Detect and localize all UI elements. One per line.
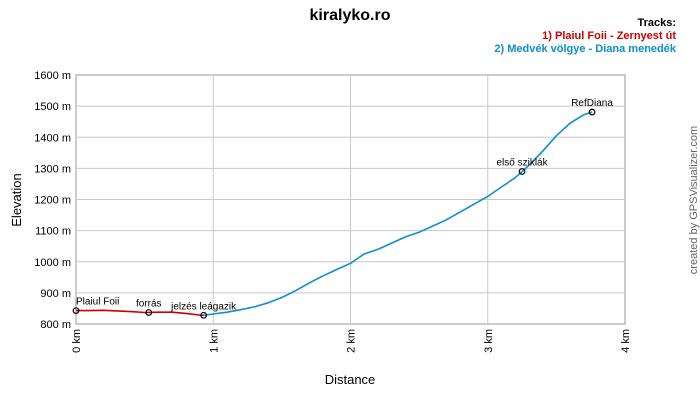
y-tick-label: 1500 m	[34, 101, 71, 113]
x-axis-label: Distance	[325, 372, 376, 387]
grid	[76, 75, 625, 324]
waypoint-marker	[518, 168, 526, 175]
waypoint-label: forrás	[136, 298, 162, 309]
legend-title: Tracks:	[637, 17, 676, 29]
waypoint-label: első sziklák	[496, 157, 548, 168]
waypoints-group: Plaiul Foii forrás jelzés leágazik első szi…	[72, 98, 613, 319]
series-group	[76, 111, 593, 317]
series-line-track-2	[203, 111, 593, 317]
waypoint-label: jelzés leágazik	[170, 301, 237, 312]
x-tick-label: 2 km	[346, 329, 358, 353]
axis-ticks: 800 m 900 m 1000 m 1100 m 1200 m 1300 m 1400 m…	[34, 70, 632, 353]
waypoint-label: Plaiul Foii	[76, 297, 119, 308]
y-tick-label: 800 m	[40, 319, 71, 331]
y-tick-label: 1300 m	[34, 163, 71, 175]
waypoint-marker	[145, 309, 153, 316]
y-tick-label: 1100 m	[35, 226, 71, 238]
chart-title: kiralyko.ro	[310, 7, 391, 24]
x-tick-label: 0 km	[71, 329, 83, 353]
x-tick-label: 1 km	[208, 329, 220, 353]
y-axis-label: Elevation	[9, 173, 24, 226]
waypoint-marker	[72, 307, 80, 315]
y-tick-label: 1200 m	[34, 195, 71, 207]
series-line-track-1	[76, 309, 204, 317]
legend-entry-track-1: 1) Plaiul Foii - Zernyest út	[542, 30, 676, 42]
legend-entry-track-2: 2) Medvék völgye - Diana menedék	[494, 43, 676, 55]
y-tick-label: 1600 m	[34, 70, 71, 82]
waypoint-marker	[588, 108, 596, 116]
credit-text: created by GPSVisualizer.com	[688, 126, 700, 274]
y-tick-label: 1000 m	[34, 257, 71, 269]
x-tick-label: 4 km	[620, 329, 632, 353]
x-tick-label: 3 km	[483, 329, 495, 353]
y-tick-label: 900 m	[40, 288, 71, 300]
waypoint-label: RefDiana	[571, 98, 613, 109]
waypoint-marker	[200, 311, 208, 319]
y-tick-label: 1400 m	[34, 132, 71, 144]
